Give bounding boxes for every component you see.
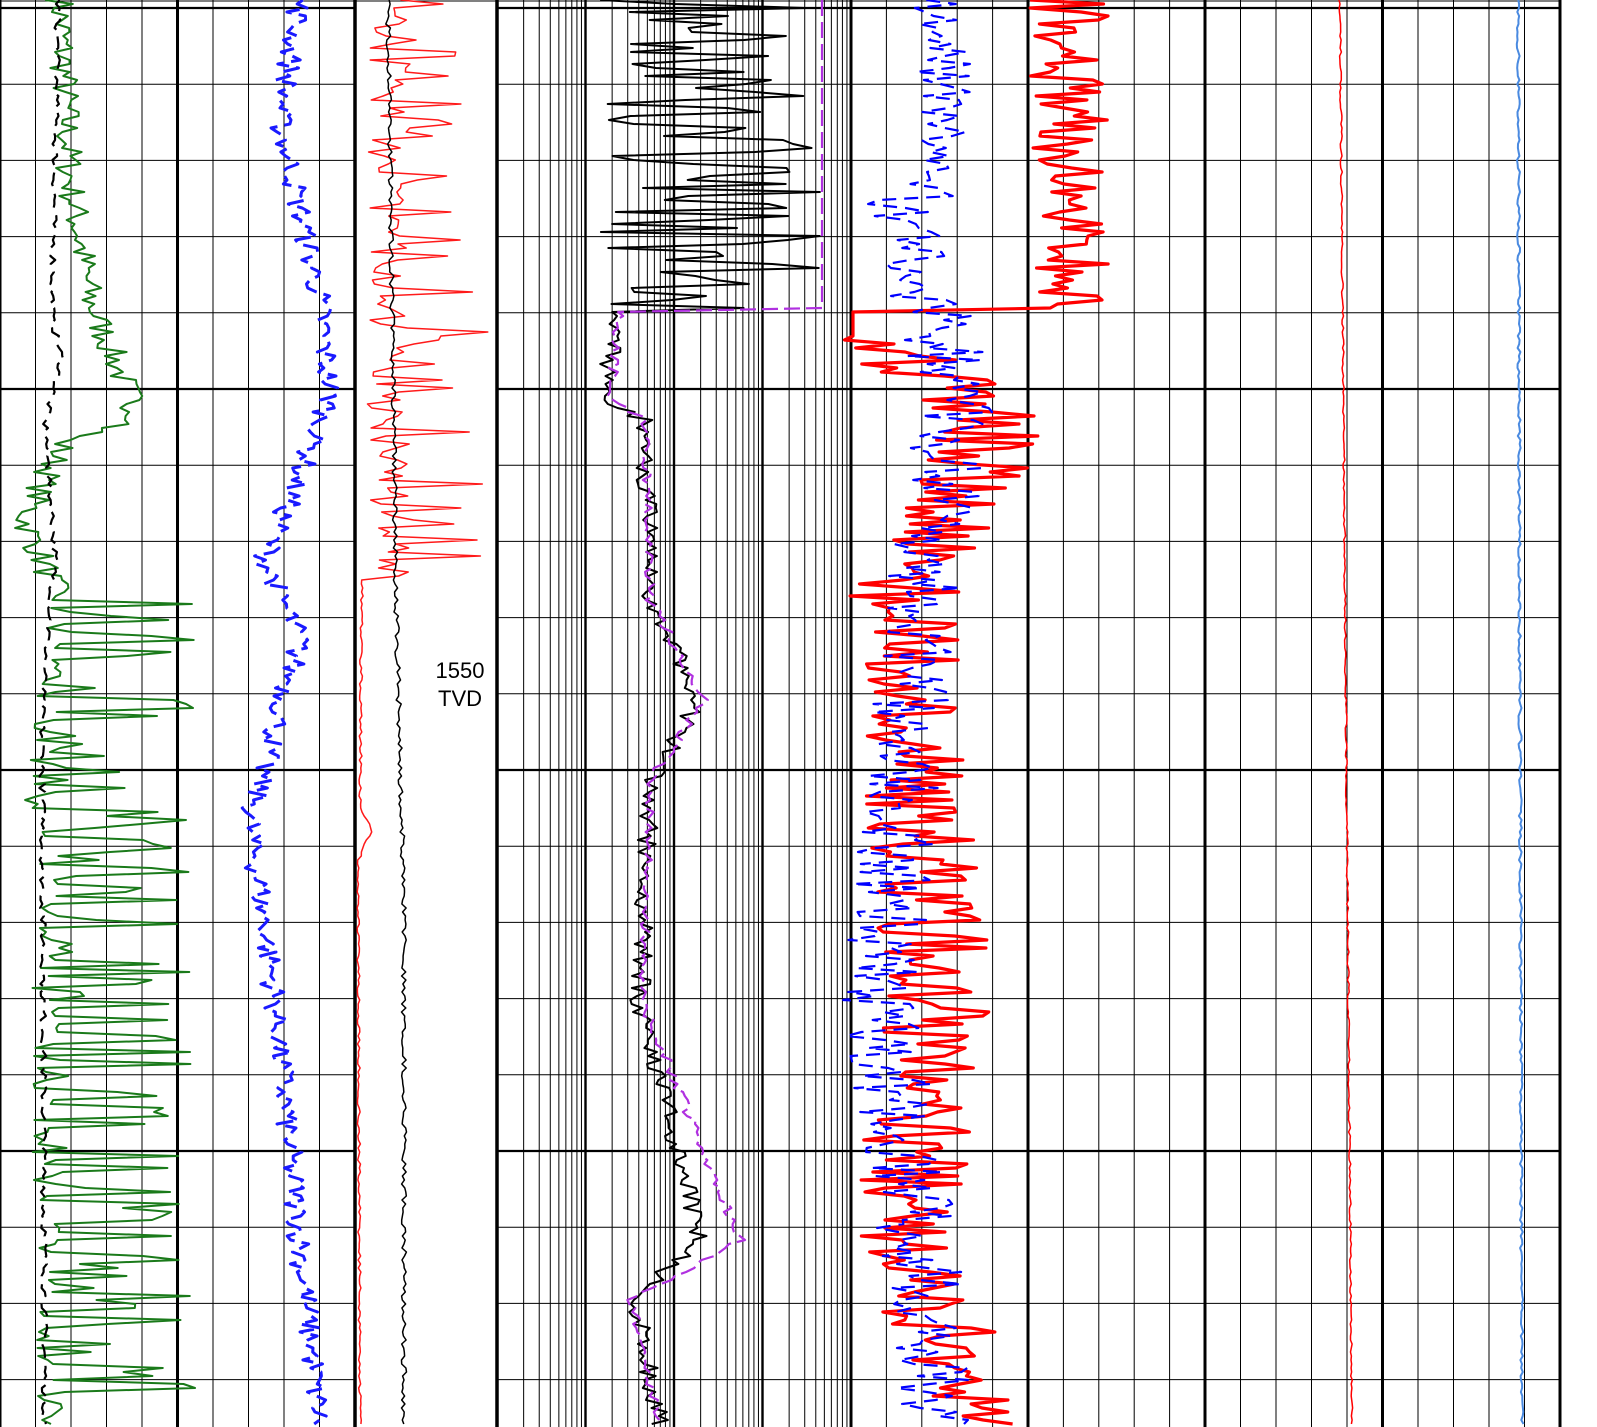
porosity-blue-curve xyxy=(842,0,994,1425)
grid xyxy=(0,0,1562,1427)
track5-blue-curve xyxy=(1515,0,1525,1425)
caliper-curve xyxy=(38,0,65,1425)
curves xyxy=(14,0,1525,1426)
resistivity-deep-curve xyxy=(606,0,824,1425)
red-track-curve xyxy=(356,0,489,1425)
porosity-red-curve xyxy=(842,0,1110,1426)
track5-red-curve xyxy=(1338,0,1354,1425)
sp-curve xyxy=(240,0,340,1426)
resistivity-shallow-curve xyxy=(599,0,821,1425)
black-track-curve xyxy=(385,0,408,1425)
gamma-ray-curve xyxy=(14,0,196,1425)
depth-value-label: 1550 xyxy=(436,658,485,683)
depth-unit-label: TVD xyxy=(438,686,482,711)
depth-labels: 1550 TVD xyxy=(436,658,485,711)
